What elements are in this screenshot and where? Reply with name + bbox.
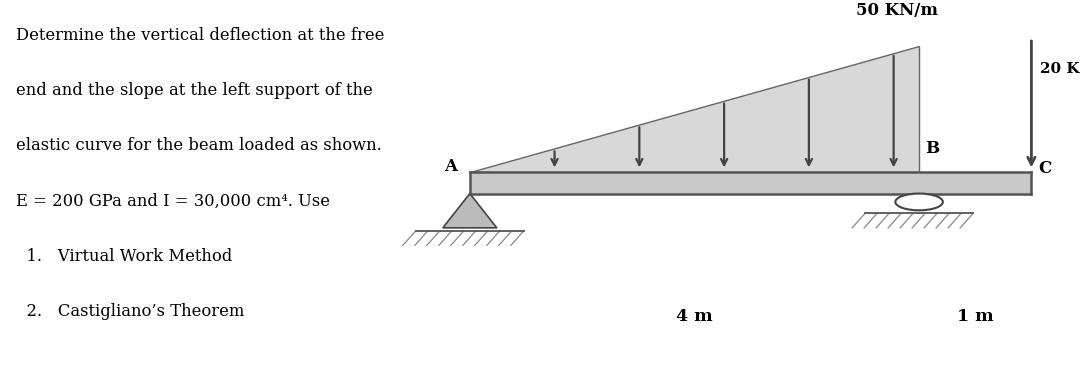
Text: A: A bbox=[444, 158, 457, 175]
Text: 50 KN/m: 50 KN/m bbox=[856, 2, 939, 19]
Circle shape bbox=[895, 194, 943, 210]
Text: C: C bbox=[1038, 160, 1051, 177]
Polygon shape bbox=[470, 46, 919, 172]
Text: 4 m: 4 m bbox=[676, 308, 713, 325]
Polygon shape bbox=[443, 194, 497, 228]
Text: E = 200 GPa and I = 30,000 cm⁴. Use: E = 200 GPa and I = 30,000 cm⁴. Use bbox=[16, 192, 330, 210]
Text: B: B bbox=[926, 140, 940, 157]
Text: 2.   Castigliano’s Theorem: 2. Castigliano’s Theorem bbox=[16, 303, 244, 320]
Text: end and the slope at the left support of the: end and the slope at the left support of… bbox=[16, 82, 373, 99]
Text: 1.   Virtual Work Method: 1. Virtual Work Method bbox=[16, 248, 232, 265]
Text: 1 m: 1 m bbox=[957, 308, 994, 325]
Text: elastic curve for the beam loaded as shown.: elastic curve for the beam loaded as sho… bbox=[16, 137, 382, 154]
Text: Determine the vertical deflection at the free: Determine the vertical deflection at the… bbox=[16, 27, 384, 44]
Text: 20 KN: 20 KN bbox=[1040, 62, 1080, 75]
